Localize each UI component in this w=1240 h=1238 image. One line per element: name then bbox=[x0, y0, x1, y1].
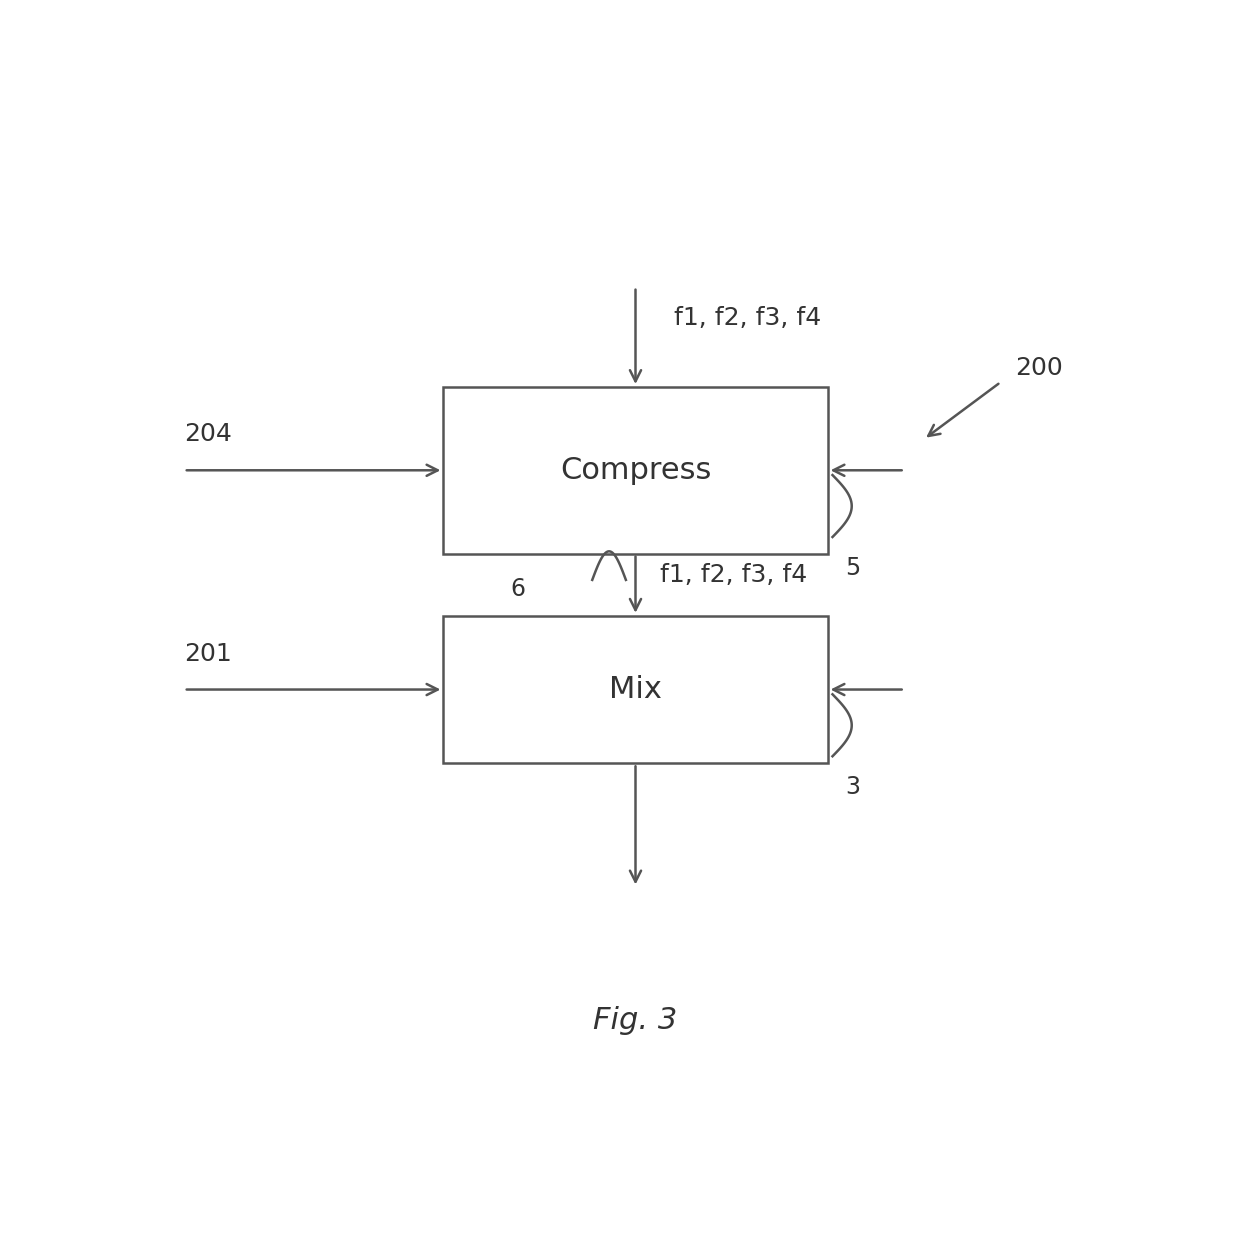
Bar bbox=[444, 615, 828, 764]
Text: 5: 5 bbox=[844, 556, 861, 581]
Text: f1, f2, f3, f4: f1, f2, f3, f4 bbox=[675, 306, 821, 329]
Text: 201: 201 bbox=[184, 641, 232, 666]
Text: Compress: Compress bbox=[559, 456, 712, 485]
Text: 3: 3 bbox=[844, 775, 861, 800]
Text: 6: 6 bbox=[510, 577, 525, 602]
Text: f1, f2, f3, f4: f1, f2, f3, f4 bbox=[660, 563, 807, 587]
Bar bbox=[444, 386, 828, 553]
Text: Mix: Mix bbox=[609, 675, 662, 704]
Text: 200: 200 bbox=[1016, 355, 1063, 380]
Text: 204: 204 bbox=[184, 422, 232, 447]
Text: Fig. 3: Fig. 3 bbox=[594, 1006, 677, 1035]
